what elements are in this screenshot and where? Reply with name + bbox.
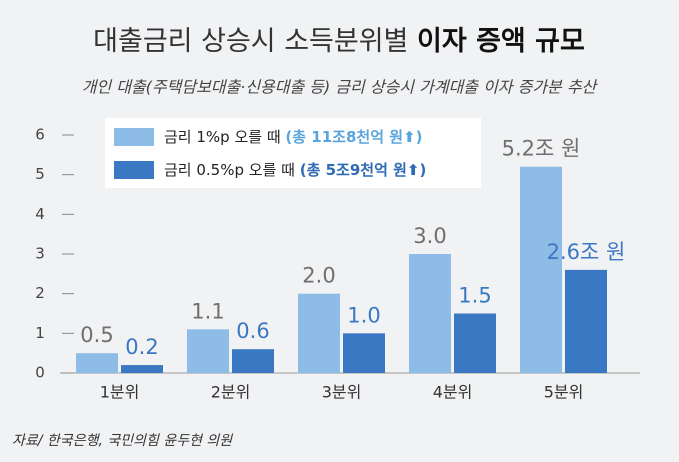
value-label: 3.0 [413,224,446,248]
value-label: 0.5 [80,323,113,347]
bar [409,254,451,373]
y-tick-label: 5 [35,165,45,183]
value-label: 1.0 [347,303,380,327]
x-tick-label: 5분위 [544,383,584,402]
source: 자료/ 한국은행, 국민의힘 윤두현 의원 [12,433,233,449]
y-tick-label: 4 [35,205,45,223]
value-label: 0.2 [125,335,158,359]
bar [187,329,229,373]
bar [121,365,163,373]
x-tick-label: 2분위 [211,383,251,402]
legend-entry: 금리 0.5%p 오를 때 (총 5조9천억 원⬆) [164,161,426,179]
bar [454,313,496,373]
legend-name: 금리 1%p 오를 때 [164,128,281,146]
legend-entry: 금리 1%p 오를 때 (총 11조8천억 원⬆) [164,128,422,146]
value-label: 0.6 [236,319,269,343]
x-tick-label: 4분위 [433,383,473,402]
x-tick-label: 3분위 [322,383,362,402]
value-label: 1.5 [458,284,491,308]
y-tick-label: 6 [35,126,45,144]
y-tick-label: 2 [35,284,45,302]
legend-name: 금리 0.5%p 오를 때 [164,161,295,179]
legend-box [105,118,481,188]
value-label: 1.1 [191,299,224,323]
title-emphasis: 이자 증액 규모 [417,26,585,57]
legend-note: (총 11조8천억 원⬆) [285,128,422,146]
y-tick-label: 3 [35,245,45,263]
bar [343,333,385,373]
y-tick-label: 0 [35,364,45,382]
bar [565,269,607,373]
bar [298,293,340,373]
value-label: 2.6조 원 [547,240,626,264]
x-tick-label: 1분위 [100,383,140,402]
chart-title: 대출금리 상승시 소득분위별 이자 증액 규모 [93,26,585,57]
bar [232,349,274,373]
y-tick-label: 1 [35,324,45,342]
legend-note: (총 5조9천억 원⬆) [300,161,427,179]
value-label: 5.2조 원 [502,137,581,161]
legend-swatch [114,161,154,179]
title-main: 대출금리 상승시 소득분위별 [93,26,408,57]
bar [520,166,562,373]
subtitle: 개인 대출(주택담보대출·신용대출 등) 금리 상승시 가계대출 이자 증가분 … [82,78,599,97]
bar [76,353,118,373]
value-label: 2.0 [302,264,335,288]
legend-swatch [114,128,154,146]
